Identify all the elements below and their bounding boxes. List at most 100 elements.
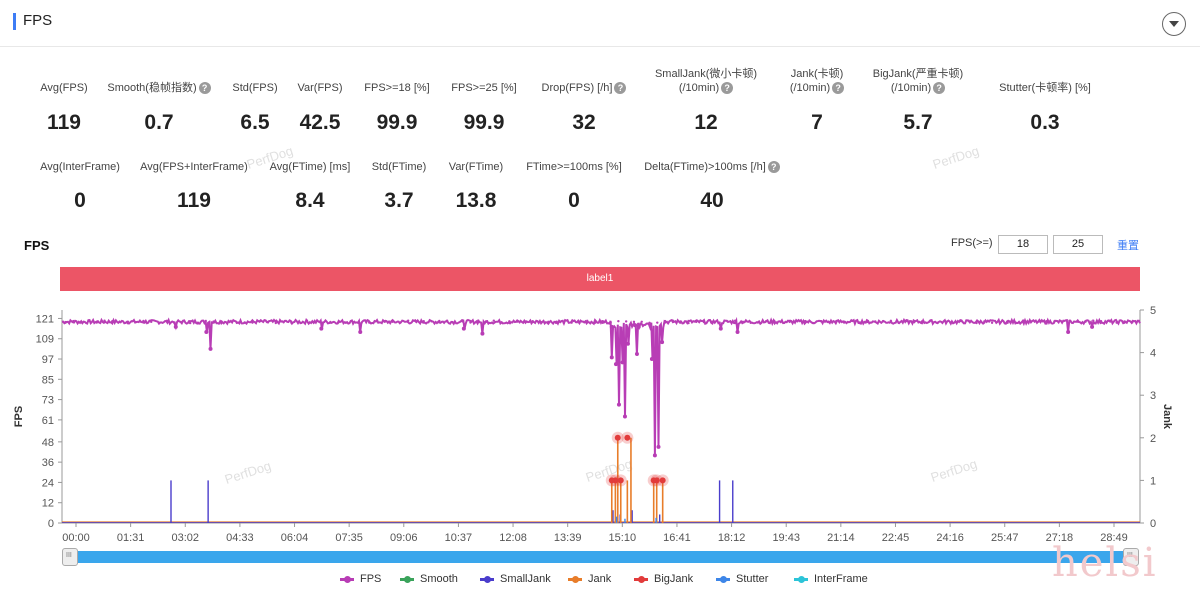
stat-label-text: FPS>=18 [%] [364,82,430,94]
fps-point [235,321,239,325]
legend-item-bigjank[interactable]: BigJank [634,573,693,585]
legend-label: Jank [588,573,612,585]
fps-point [648,321,651,324]
stat-value: 8.4 [295,189,325,212]
bigjank-point [612,477,619,484]
fps-dip-point [656,444,661,449]
y-tick-label: 85 [42,374,54,386]
stat-label: Std(FPS) [170,81,340,95]
fps-point [710,320,713,323]
stat-label-text: Delta(FTime)>100ms [/h] [644,161,766,173]
stat-value: 0.7 [144,111,174,134]
fps-dip-point [652,453,657,458]
fps-point [360,321,363,325]
fps-point [95,321,98,324]
fps-point [181,320,184,324]
reset-button[interactable]: 重置 [1117,240,1139,252]
x-tick-label: 10:37 [445,532,473,544]
legend-swatch [400,575,414,583]
stat-label-text: Std(FTime) [371,161,427,173]
fps-point [990,321,994,325]
slider-end-handle[interactable] [1123,548,1139,566]
fps-point [87,319,91,322]
help-icon[interactable]: ? [198,82,211,95]
stat-value: 0.3 [1030,111,1060,134]
stat-label-text: FTime>=100ms [%] [526,161,622,173]
legend-item-jank[interactable]: Jank [568,573,611,585]
fps-point [796,320,799,323]
fps-point [445,319,449,322]
fps-dip-point [620,360,625,365]
fps-point [134,320,137,324]
bigjank-halo [611,431,624,444]
legend-item-interframe[interactable]: InterFrame [794,573,868,585]
fps-point [788,320,791,324]
legend-label: BigJank [654,573,694,585]
fps-point [142,319,145,323]
collapse-chevron-icon[interactable] [1162,12,1186,36]
legend-item-smooth[interactable]: Smooth [400,573,458,585]
stat-label: FTime>=100ms [%] [489,160,659,174]
fps-point [1123,320,1126,323]
stat-value: 0 [74,189,86,212]
stat-label-text: Std(FPS) [232,82,278,94]
fps-point [1006,321,1009,325]
panel-title: FPS [23,12,53,29]
bigjank-halo [621,431,634,444]
legend-swatch [794,575,808,583]
fps-point [586,319,589,323]
fps-point [1029,320,1033,323]
y-axis-label: FPS [13,406,25,427]
legend-label: Stutter [736,573,769,585]
fps-dip-point [208,346,213,351]
fps-point [998,321,1002,324]
help-icon[interactable]: ? [832,82,845,95]
fps-point [624,320,628,323]
help-icon[interactable]: ? [721,82,734,95]
fps-point [1053,320,1056,323]
fps-point [173,321,176,324]
fps-point [671,319,675,322]
fps-point [313,321,316,324]
fps-point [687,321,690,325]
x-tick-label: 03:02 [171,532,199,544]
fps-point [523,320,527,323]
help-icon[interactable]: ? [767,161,780,174]
y2-tick-label: 1 [1150,475,1156,487]
fps-point [477,319,480,322]
stat-label-text: Avg(InterFrame) [40,161,120,173]
stat-value: 32 [572,111,596,134]
legend-item-smalljank[interactable]: SmallJank [480,573,551,585]
fps-threshold-high-input[interactable]: 25 [1053,235,1103,254]
fps-point [227,320,231,323]
fps-point [866,320,869,324]
legend-item-stutter[interactable]: Stutter [716,573,768,585]
fps-point [578,321,581,325]
fps-point [1131,321,1134,324]
fps-point [422,319,425,323]
x-tick-label: 24:16 [936,532,964,544]
fps-point [461,320,464,323]
y2-tick-label: 4 [1150,348,1156,360]
fps-point [1014,321,1017,324]
fps-point [741,320,745,324]
legend-item-fps[interactable]: FPS [340,573,381,585]
slider-start-handle[interactable] [62,548,78,566]
fps-point [368,321,371,324]
fps-point [609,321,612,324]
stat-stats_row2-0: Avg(InterFrame) 0 [0,160,165,212]
fps-threshold-low-input[interactable]: 18 [998,235,1048,254]
y2-tick-label: 5 [1150,305,1156,317]
stat-label: Smooth(稳帧指数)? [74,81,244,95]
bigjank-point [650,477,657,484]
help-icon[interactable]: ? [614,82,627,95]
fps-point [196,321,200,324]
time-range-slider[interactable] [65,551,1133,563]
fps-point [64,320,67,324]
help-icon[interactable]: ? [933,82,946,95]
stat-label-text: Stutter(卡顿率) [%] [999,82,1091,94]
stat-label: BigJank(严重卡顿) [833,67,1003,81]
label-bar[interactable]: label1 [60,267,1140,291]
bigjank-point [608,477,615,484]
fps-point [118,320,122,324]
